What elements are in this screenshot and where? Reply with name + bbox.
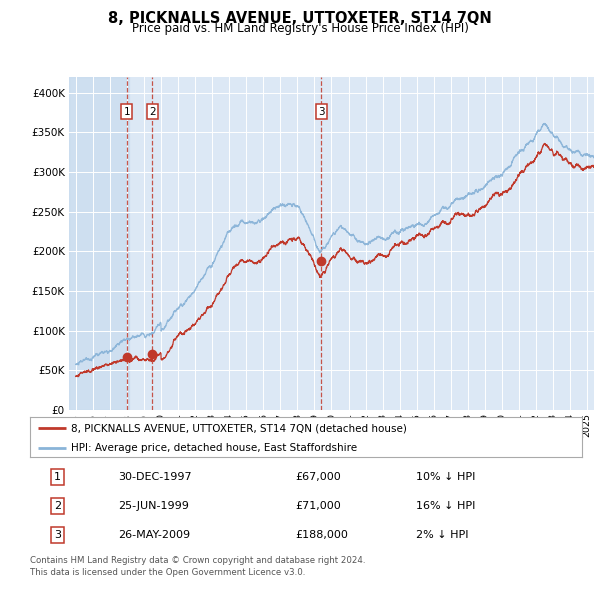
Text: 8, PICKNALLS AVENUE, UTTOXETER, ST14 7QN (detached house): 8, PICKNALLS AVENUE, UTTOXETER, ST14 7QN… xyxy=(71,424,407,434)
Text: 2% ↓ HPI: 2% ↓ HPI xyxy=(416,530,469,540)
Text: Contains HM Land Registry data © Crown copyright and database right 2024.: Contains HM Land Registry data © Crown c… xyxy=(30,556,365,565)
Text: 3: 3 xyxy=(54,530,61,540)
Text: 10% ↓ HPI: 10% ↓ HPI xyxy=(416,471,476,481)
Bar xyxy=(69,77,130,410)
Text: 2: 2 xyxy=(54,501,61,511)
Text: 1: 1 xyxy=(124,107,130,117)
Text: £67,000: £67,000 xyxy=(295,471,341,481)
Text: HPI: Average price, detached house, East Staffordshire: HPI: Average price, detached house, East… xyxy=(71,444,358,454)
Text: 25-JUN-1999: 25-JUN-1999 xyxy=(118,501,189,511)
Text: £71,000: £71,000 xyxy=(295,501,341,511)
Text: 8, PICKNALLS AVENUE, UTTOXETER, ST14 7QN: 8, PICKNALLS AVENUE, UTTOXETER, ST14 7QN xyxy=(108,11,492,25)
Text: 2: 2 xyxy=(149,107,155,117)
Text: 26-MAY-2009: 26-MAY-2009 xyxy=(118,530,190,540)
Text: Price paid vs. HM Land Registry's House Price Index (HPI): Price paid vs. HM Land Registry's House … xyxy=(131,22,469,35)
Text: 3: 3 xyxy=(318,107,325,117)
Text: 30-DEC-1997: 30-DEC-1997 xyxy=(118,471,192,481)
Text: 16% ↓ HPI: 16% ↓ HPI xyxy=(416,501,476,511)
Text: 1: 1 xyxy=(54,471,61,481)
Text: This data is licensed under the Open Government Licence v3.0.: This data is licensed under the Open Gov… xyxy=(30,568,305,576)
Text: £188,000: £188,000 xyxy=(295,530,348,540)
